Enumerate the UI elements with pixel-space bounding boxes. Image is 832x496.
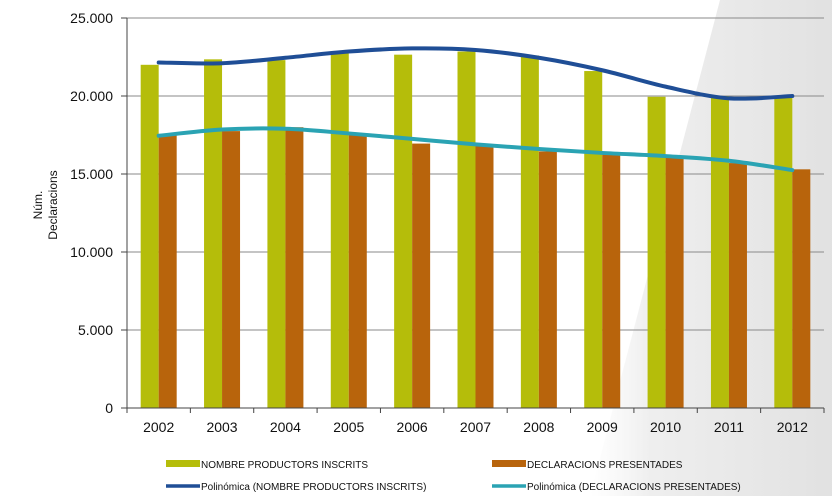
bar: [285, 127, 304, 408]
bar: [520, 55, 539, 408]
legend-label: NOMBRE PRODUCTORS INSCRITS: [201, 460, 368, 471]
bar: [394, 54, 413, 408]
x-tick-label: 2006: [397, 419, 428, 435]
legend: NOMBRE PRODUCTORS INSCRITS DECLARACIONS P…: [166, 460, 741, 493]
tick-labels: 0 5.000 10.000 15.000 20.000 25.000 2002 2003 20…: [70, 10, 808, 435]
x-tick-label: 2003: [206, 419, 237, 435]
y-axis-title: Núm.Declaracions: [31, 170, 60, 239]
legend-label: Polinómica (DECLARACIONS PRESENTADES): [527, 482, 741, 493]
bar: [792, 169, 811, 408]
axes: [121, 17, 825, 413]
y-tick-label: 0: [105, 400, 113, 416]
legend-swatch: [166, 460, 200, 467]
bar: [728, 163, 747, 408]
x-tick-label: 2005: [333, 419, 364, 435]
bar: [222, 131, 241, 408]
bar: [710, 96, 729, 408]
bar: [267, 60, 286, 409]
bar: [140, 64, 159, 409]
x-tick-label: 2007: [460, 419, 491, 435]
bar: [412, 143, 431, 408]
legend-label: Polinómica (NOMBRE PRODUCTORS INSCRITS): [201, 482, 426, 493]
x-tick-label: 2011: [714, 419, 744, 435]
x-tick-label: 2002: [143, 419, 174, 435]
trendline: [156, 46, 795, 101]
bar: [204, 59, 223, 409]
bar: [774, 96, 793, 408]
y-axis-title: Núm.Declaracions: [31, 170, 60, 239]
legend-swatch: [492, 460, 526, 467]
bar: [158, 135, 177, 408]
x-tick-label: 2010: [650, 419, 681, 435]
y-tick-label: 25.000: [70, 10, 113, 26]
bar: [457, 51, 476, 408]
y-tick-label: 20.000: [70, 88, 113, 104]
legend-label: DECLARACIONS PRESENTADES: [527, 460, 683, 471]
y-tick-label: 15.000: [70, 166, 113, 182]
bars: [140, 51, 811, 409]
bar: [475, 144, 494, 409]
bar: [330, 52, 349, 408]
x-tick-label: 2012: [777, 419, 808, 435]
trendlines: [156, 46, 795, 173]
y-axis-title-line: Declaracions: [46, 170, 60, 239]
bar: [538, 151, 557, 408]
bar: [602, 154, 621, 408]
bar: [584, 71, 603, 408]
bar: [348, 135, 367, 408]
x-tick-label: 2009: [587, 419, 618, 435]
y-axis-title-line: Núm.: [31, 191, 45, 220]
bar: [647, 96, 666, 408]
y-tick-label: 10.000: [70, 244, 113, 260]
y-tick-label: 5.000: [78, 322, 113, 338]
bar: [665, 157, 684, 408]
trendline: [156, 126, 795, 173]
x-tick-label: 2008: [523, 419, 554, 435]
x-tick-label: 2004: [270, 419, 301, 435]
